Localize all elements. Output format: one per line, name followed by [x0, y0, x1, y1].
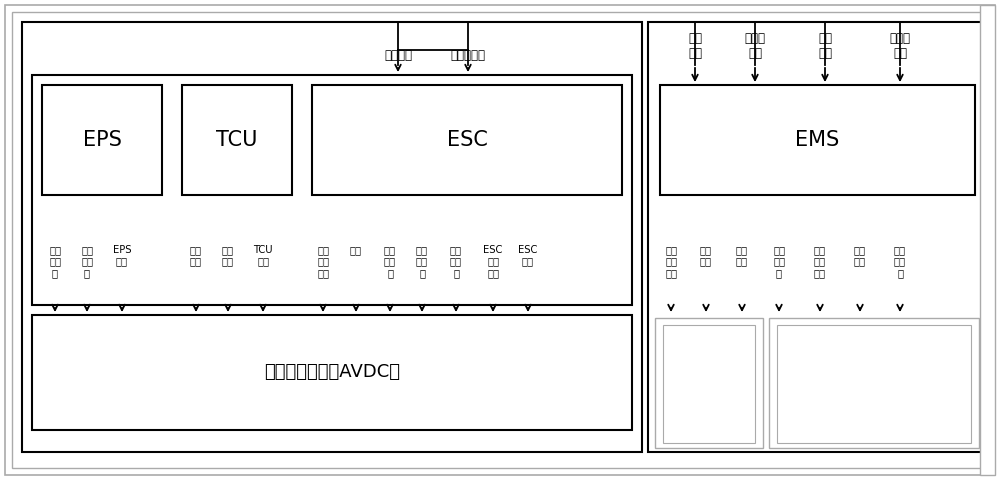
Text: EMS: EMS	[795, 130, 839, 150]
Text: 摩擦
扭矩: 摩擦 扭矩	[736, 245, 748, 266]
Bar	[777, 325, 971, 443]
Text: TCU: TCU	[216, 130, 258, 150]
Text: 制动
状态: 制动 状态	[854, 245, 866, 266]
Bar	[660, 85, 975, 195]
Text: 慢扣
使能: 慢扣 使能	[818, 32, 832, 60]
Text: EPS
故障: EPS 故障	[113, 245, 131, 266]
Text: 发动
机故
障: 发动 机故 障	[894, 245, 906, 278]
Text: 制动
主缸
压力: 制动 主缸 压力	[317, 245, 329, 278]
Text: 减速使能: 减速使能	[384, 49, 412, 62]
Text: 方向
盘转
角: 方向 盘转 角	[49, 245, 61, 278]
Text: 快扣期
望值: 快扣期 望值	[744, 32, 766, 60]
Bar	[32, 315, 632, 430]
Bar	[980, 5, 995, 475]
Text: 纵向
加速
度: 纵向 加速 度	[384, 245, 396, 278]
Bar	[648, 22, 988, 452]
Text: 指示
扭矩: 指示 扭矩	[700, 245, 712, 266]
Text: 转向
助力
矩: 转向 助力 矩	[81, 245, 93, 278]
Bar	[312, 85, 622, 195]
Text: 电子装置（包含AVDC）: 电子装置（包含AVDC）	[264, 363, 400, 381]
Text: 侧向
加速
度: 侧向 加速 度	[416, 245, 428, 278]
Bar	[769, 318, 979, 448]
Text: 发动
机转
速: 发动 机转 速	[773, 245, 785, 278]
Text: 油门
踏板
位置: 油门 踏板 位置	[665, 245, 677, 278]
Text: TCU
故障: TCU 故障	[253, 245, 273, 266]
Text: 横摆
角速
度: 横摆 角速 度	[450, 245, 462, 278]
Text: ESC: ESC	[447, 130, 487, 150]
Bar	[32, 75, 632, 305]
Text: 最大
可调
扭矩: 最大 可调 扭矩	[814, 245, 826, 278]
Text: ESC
故障: ESC 故障	[518, 245, 538, 266]
Bar	[663, 325, 755, 443]
Text: 涡轮
转速: 涡轮 转速	[190, 245, 202, 266]
Bar	[655, 318, 763, 448]
Bar	[22, 22, 642, 452]
Text: ESC
工作
标志: ESC 工作 标志	[483, 245, 503, 278]
Bar	[182, 85, 292, 195]
Text: EPS: EPS	[83, 130, 121, 150]
Bar	[42, 85, 162, 195]
Text: 车速: 车速	[350, 245, 362, 255]
Text: 慢扣期
望值: 慢扣期 望值	[890, 32, 910, 60]
Text: 挡位
信号: 挡位 信号	[222, 245, 234, 266]
Text: 快扣
使能: 快扣 使能	[688, 32, 702, 60]
Text: 期望减速度: 期望减速度	[450, 49, 486, 62]
